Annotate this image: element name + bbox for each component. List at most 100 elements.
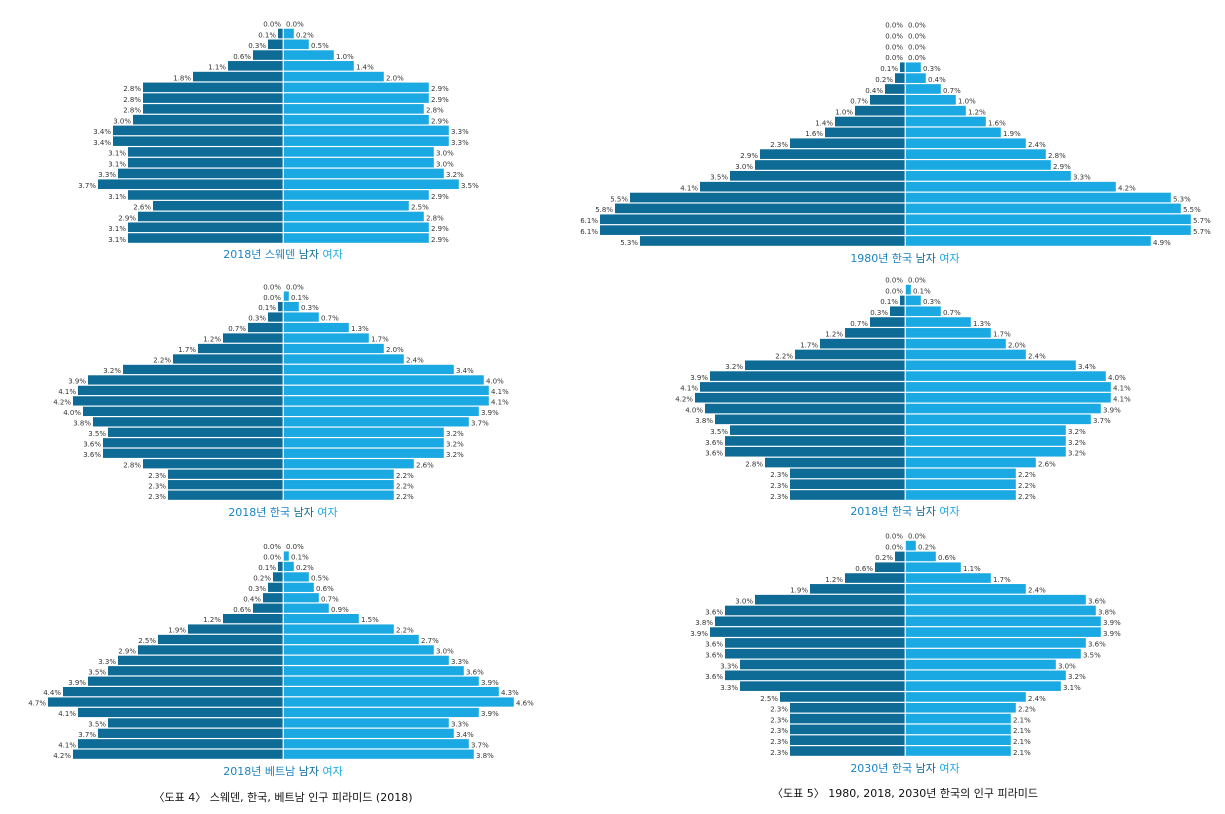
female-bar [905,605,1096,616]
male-value-label: 0.2% [253,575,271,583]
male-value-label: 3.8% [73,419,91,427]
male-value-label: 6.1% [580,228,598,236]
female-value-label: 3.1% [1063,684,1081,692]
male-value-label: 2.3% [770,471,788,479]
female-value-label: 4.2% [1118,185,1136,193]
female-value-label: 2.2% [396,482,414,490]
male-value-label: 2.8% [123,85,141,93]
male-value-label: 0.3% [870,309,888,317]
male-bar [780,692,905,702]
female-value-label: 0.0% [908,22,926,30]
female-bar [905,735,1011,745]
male-value-label: 2.6% [133,204,151,212]
male-bar [890,306,905,317]
female-bar [905,105,966,116]
male-bar [63,687,283,697]
female-bar [905,468,1016,479]
male-value-label: 0.1% [258,304,276,312]
female-bar [283,291,289,301]
male-value-label: 4.1% [58,710,76,718]
female-value-label: 2.2% [1018,482,1036,490]
legend-male: 남자 [916,762,940,775]
female-value-label: 4.6% [516,700,534,708]
male-bar [855,105,905,116]
pyramid-chart: 0.0% 0.0% 0.0% 0.1% 0.1% 0.2% 0.2% 0.5% 0.3% 0.6%… [28,539,534,778]
female-value-label: 1.5% [361,616,379,624]
male-value-label: 3.9% [68,679,86,687]
male-value-label: 0.3% [248,585,266,593]
female-bar [283,406,479,416]
female-value-label: 1.6% [988,119,1006,127]
female-value-label: 2.6% [416,461,434,469]
female-value-label: 2.2% [396,472,414,480]
male-bar [725,605,905,616]
male-value-label: 2.8% [123,96,141,104]
female-bar [905,403,1101,414]
female-bar [905,540,916,551]
female-value-label: 0.0% [286,21,304,29]
legend-male: 남자 [916,505,940,518]
male-value-label: 2.3% [770,716,788,724]
chart-title-text: 2018년 스웨덴 [223,248,298,261]
female-bar [283,301,299,312]
female-bar [283,582,314,592]
male-bar [168,469,283,479]
male-bar [113,136,283,146]
male-bar [875,562,905,573]
male-bar [755,594,905,605]
male-value-label: 4.1% [680,185,698,193]
female-bar [283,168,444,179]
male-bar [168,480,283,490]
female-value-label: 2.4% [1028,587,1046,595]
male-bar [278,28,283,39]
chart-title: 1980년 한국 남자 여자 [850,252,959,265]
male-bar [745,360,905,371]
female-value-label: 0.0% [908,533,926,541]
female-bar [905,702,1016,713]
female-bar [283,697,514,707]
male-bar [98,728,283,738]
male-value-label: 5.3% [620,239,638,247]
female-bar [905,192,1171,203]
male-value-label: 0.0% [263,21,281,29]
female-value-label: 2.1% [1013,716,1031,724]
female-bar [283,396,489,406]
pyramid-chart: 0.0% 0.0% 0.0% 0.0% 0.0% 0.0% 0.0% 0.0% 0.1% 0.3%… [580,17,1211,265]
female-value-label: 0.0% [908,43,926,51]
female-bar [283,93,429,103]
female-value-label: 4.1% [491,388,509,396]
male-value-label: 2.8% [745,460,763,468]
female-bar [283,222,429,233]
male-value-label: 3.1% [108,193,126,201]
male-value-label: 3.3% [720,684,738,692]
male-bar [710,627,905,637]
female-value-label: 1.3% [351,325,369,333]
female-value-label: 2.0% [386,74,404,82]
male-bar [845,573,905,583]
male-bar [138,211,283,222]
male-value-label: 0.3% [248,315,266,323]
male-bar [755,160,905,170]
female-bar [905,392,1111,403]
female-bar [905,638,1086,648]
female-bar [283,312,319,322]
male-bar [73,396,283,406]
male-bar [740,659,905,670]
legend-female: 여자 [939,252,959,265]
female-value-label: 3.5% [1083,652,1101,660]
male-value-label: 2.3% [770,493,788,501]
male-bar [790,724,905,735]
female-bar [283,448,444,458]
male-bar [600,225,905,235]
female-bar [905,584,1026,594]
female-bar [905,382,1111,392]
female-value-label: 3.4% [456,731,474,739]
male-bar [715,616,905,627]
female-value-label: 0.0% [908,33,926,41]
male-value-label: 2.3% [148,482,166,490]
female-value-label: 0.3% [301,304,319,312]
female-value-label: 0.2% [918,543,936,551]
female-bar [905,627,1101,637]
male-value-label: 3.6% [705,641,723,649]
male-bar [173,354,283,364]
